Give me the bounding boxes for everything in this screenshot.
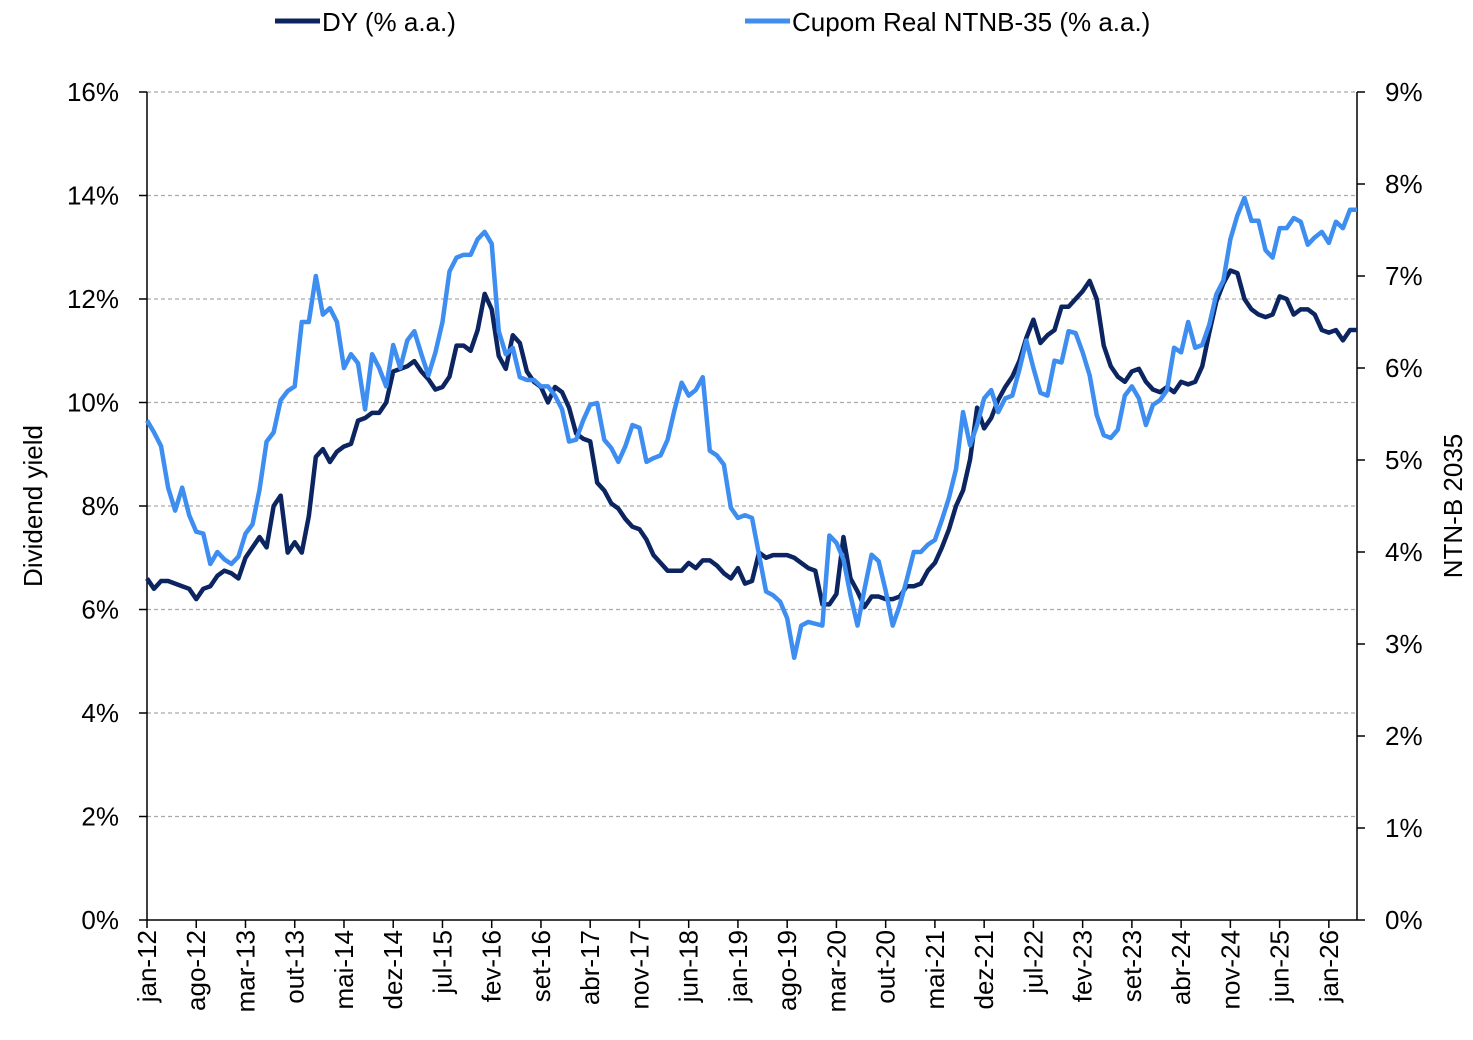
x-tick-label: jan-26 [1314,930,1344,1003]
x-tick-label: abr-24 [1166,930,1196,1005]
x-tick-label: jun-18 [674,930,704,1003]
y-tick-label: 16% [67,77,119,107]
legend-label: DY (% a.a.) [322,7,456,37]
x-tick-label: jul-15 [427,930,457,995]
legend-label: Cupom Real NTNB-35 (% a.a.) [792,7,1150,37]
x-tick-label: jan-12 [132,930,162,1003]
y-tick-label: 8% [81,491,119,521]
y-axis-title: Dividend yield [18,425,48,587]
y-tick-label: 12% [67,284,119,314]
x-tick-label: dez-21 [969,930,999,1010]
x-tick-label: fev-23 [1068,930,1098,1002]
x-tick-label: jul-22 [1018,930,1048,995]
x-tick-label: nov-24 [1215,930,1245,1010]
x-tick-label: mar-20 [821,930,851,1012]
x-tick-label: dez-14 [378,930,408,1010]
x-tick-label: fev-16 [477,930,507,1002]
y-tick-label: 0% [81,905,119,935]
y2-tick-label: 6% [1385,353,1423,383]
x-tick-label: ago-19 [772,930,802,1011]
x-tick-label: abr-17 [575,930,605,1005]
y2-tick-label: 9% [1385,77,1423,107]
y-tick-label: 14% [67,181,119,211]
y-tick-label: 10% [67,388,119,418]
x-tick-label: set-23 [1117,930,1147,1002]
x-tick-label: out-13 [280,930,310,1004]
x-tick-label: jun-25 [1265,930,1295,1003]
y-tick-label: 6% [81,595,119,625]
y2-tick-label: 7% [1385,261,1423,291]
x-tick-label: mai-14 [329,930,359,1009]
y2-tick-label: 5% [1385,445,1423,475]
x-tick-label: mai-21 [920,930,950,1009]
y-tick-label: 4% [81,698,119,728]
x-tick-label: mar-13 [230,930,260,1012]
y2-tick-label: 8% [1385,169,1423,199]
x-tick-label: set-16 [526,930,556,1002]
y2-tick-label: 1% [1385,813,1423,843]
series-line [145,268,1357,610]
y2-tick-label: 0% [1385,905,1423,935]
y2-tick-label: 2% [1385,721,1423,751]
series-line [145,195,1357,661]
y-tick-label: 2% [81,802,119,832]
y2-tick-label: 3% [1385,629,1423,659]
x-tick-label: nov-17 [624,930,654,1010]
x-tick-label: out-20 [871,930,901,1004]
y2-tick-label: 4% [1385,537,1423,567]
y2-axis-title: NTN-B 2035 [1438,434,1468,579]
x-tick-label: jan-19 [723,930,753,1003]
x-tick-label: ago-12 [181,930,211,1011]
